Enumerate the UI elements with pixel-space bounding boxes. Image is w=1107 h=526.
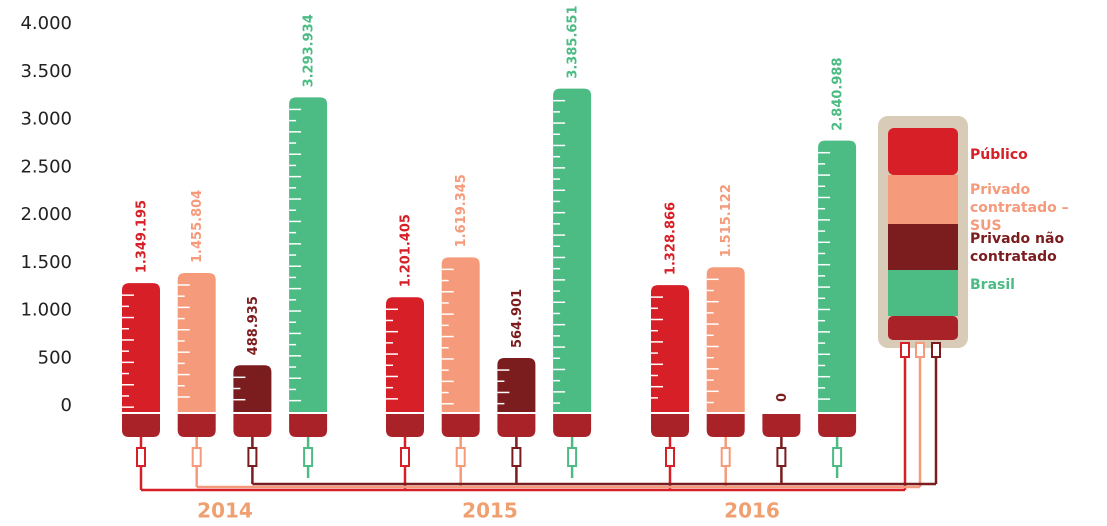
value-label: 1.328.866 (664, 202, 679, 275)
x-tick-label: 2016 (724, 499, 780, 523)
legend-label: Privado não contratado (970, 231, 1065, 265)
bag-base (553, 414, 592, 437)
bar (441, 257, 480, 412)
y-tick-label: 0 (61, 395, 72, 416)
y-tick-label: 3.500 (20, 61, 72, 82)
value-label: 3.385.651 (566, 5, 581, 78)
x-tick-label: 2014 (197, 499, 253, 523)
bag-connector (665, 447, 675, 467)
bar (177, 272, 216, 412)
y-tick-label: 4.000 (20, 13, 72, 34)
y-tick-label: 2.000 (20, 204, 72, 225)
bar (497, 358, 536, 412)
y-tick-label: 2.500 (20, 156, 72, 177)
bag-base (441, 414, 480, 437)
bag-base (289, 414, 328, 437)
bag-connector (915, 342, 925, 358)
bag-connector (455, 447, 466, 467)
bar (818, 140, 857, 412)
legend-label: Público (970, 147, 1028, 163)
y-tick-label: 1.000 (20, 300, 72, 321)
legend-swatch (888, 270, 958, 316)
bag-base (122, 414, 160, 437)
value-label: 564.901 (510, 289, 525, 348)
legend-label: Brasil (970, 277, 1015, 293)
value-label: 1.201.405 (399, 214, 414, 287)
value-label: 2.840.988 (831, 57, 846, 130)
bag-base (762, 414, 801, 437)
y-tick-label: 500 (38, 347, 72, 368)
bag-connector (400, 447, 410, 467)
bag-connector (776, 447, 787, 467)
bag-base (651, 414, 689, 437)
legend-swatch (888, 128, 958, 175)
bar (386, 297, 424, 412)
value-label: 1.515.122 (719, 184, 734, 257)
value-label: 1.455.804 (190, 190, 205, 263)
value-label: 1.349.195 (135, 200, 150, 273)
bag-base (497, 414, 536, 437)
value-label: 0 (775, 393, 790, 402)
bag-base (177, 414, 216, 437)
legend-bag-base (888, 316, 958, 340)
bag-connector (931, 342, 941, 358)
bag-base (386, 414, 424, 437)
bar (651, 285, 689, 412)
value-label: 3.293.934 (302, 14, 317, 87)
bag-connector (720, 447, 731, 467)
value-label: 1.619.345 (454, 174, 469, 247)
bag-connector (900, 342, 910, 358)
bag-connector (191, 447, 202, 467)
bag-connector (567, 447, 578, 467)
legend-swatch (888, 224, 958, 270)
y-tick-label: 1.500 (20, 252, 72, 273)
bag-connector (136, 447, 146, 467)
bag-base (706, 414, 745, 437)
y-tick-label: 3.000 (20, 109, 72, 130)
value-label: 488.935 (246, 296, 261, 355)
x-tick-label: 2015 (462, 499, 518, 523)
bag-connector (247, 447, 258, 467)
bar (706, 267, 745, 412)
bag-base (818, 414, 857, 437)
bar (122, 283, 160, 412)
bag-base (233, 414, 272, 437)
legend-label: Privado contratado – SUS (970, 182, 1069, 234)
bar (553, 88, 592, 413)
bag-connector (303, 447, 314, 467)
legend-swatch (888, 175, 958, 224)
bag-connector (832, 447, 843, 467)
bag-connector (511, 447, 522, 467)
